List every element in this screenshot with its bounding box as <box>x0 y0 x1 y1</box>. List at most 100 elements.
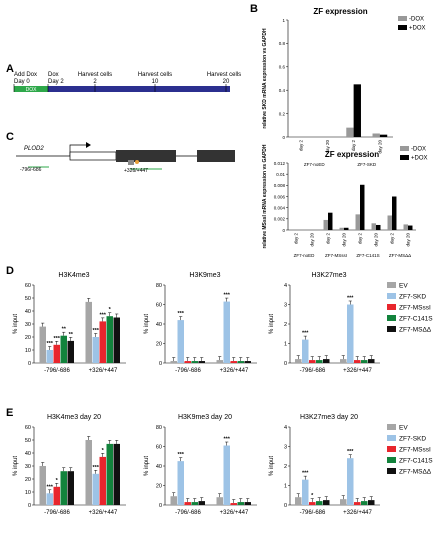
legend-swatch <box>400 146 409 151</box>
bar <box>237 361 244 363</box>
significance-label: *** <box>302 471 309 477</box>
x-tick-label: -796/-686 <box>175 368 201 374</box>
y-tick-label: 10 <box>25 348 31 354</box>
y-tick-label: 0 <box>282 135 285 140</box>
y-tick-label: 50 <box>25 296 31 302</box>
bar <box>353 84 361 137</box>
legend-label: ZF7-MSssI <box>399 305 431 312</box>
x-tick-label: day 20 <box>406 233 411 247</box>
bar <box>346 127 354 137</box>
y-tick-label: 60 <box>156 445 162 451</box>
y-tick-label: 80 <box>156 425 162 431</box>
legend-label: +DOX <box>411 156 428 162</box>
y-tick-label: 50 <box>25 438 31 444</box>
significance-label: * <box>56 478 59 484</box>
legend-label: EV <box>399 425 408 432</box>
bar <box>360 184 365 230</box>
significance-label: *** <box>178 311 185 317</box>
timeline-label-3b: 2 <box>93 79 97 85</box>
x-tick-label: day 2 <box>299 140 304 152</box>
bar <box>184 502 191 505</box>
legend-label: +DOX <box>409 26 426 32</box>
bar <box>113 317 120 363</box>
legend-label: ZF7-MSssI <box>399 447 431 454</box>
bar <box>216 497 223 505</box>
exon1-utr <box>69 151 117 161</box>
y-tick-label: 0 <box>159 361 162 367</box>
bar <box>223 445 230 505</box>
significance-label: *** <box>93 465 100 471</box>
bar <box>106 316 113 363</box>
y-tick-label: 20 <box>156 342 162 348</box>
bar <box>99 456 106 505</box>
y-tick-label: 20 <box>156 484 162 490</box>
bar <box>60 471 67 505</box>
bar <box>244 361 251 363</box>
x-tick-label: +326/+447 <box>343 368 372 374</box>
timeline-label-4a: Harvest cells <box>138 72 172 78</box>
group-label: ZF7-noED <box>294 253 316 258</box>
dox-treatment-bar <box>48 86 230 92</box>
y-tick-label: 0.6 <box>279 65 286 70</box>
legend-label: ZF7-SKD <box>399 436 426 443</box>
y-tick-label: 2 <box>284 322 287 328</box>
y-tick-label: 1 <box>284 342 287 348</box>
y-tick-label: 60 <box>156 303 162 309</box>
bar <box>354 502 361 505</box>
bar <box>67 471 74 505</box>
bar <box>295 359 302 363</box>
gene-name: PLOD2 <box>24 146 44 152</box>
y-axis-label: % input <box>13 314 19 334</box>
bar <box>230 503 237 505</box>
bar <box>347 458 354 505</box>
bar <box>371 223 376 230</box>
bar <box>198 361 205 363</box>
amplicon-2-label: +326/+447 <box>124 168 148 174</box>
bar <box>244 502 251 505</box>
bar <box>113 443 120 505</box>
x-tick-label: day 2 <box>294 233 299 245</box>
legend-label: ZF7-C141S <box>399 316 433 323</box>
legend-swatch <box>387 315 396 321</box>
bar <box>302 479 309 505</box>
legend-swatch <box>387 326 396 332</box>
y-tick-label: 0.012 <box>274 161 286 166</box>
x-tick-label: +326/+447 <box>220 510 249 516</box>
significance-label: * <box>102 448 105 454</box>
timeline-label-5b: 20 <box>223 79 230 85</box>
legend-swatch <box>387 282 396 288</box>
bar <box>177 320 184 363</box>
x-tick-label: day 20 <box>377 140 382 154</box>
bar <box>85 301 92 363</box>
bar <box>92 337 99 363</box>
y-tick-label: 40 <box>25 451 31 457</box>
legend-swatch <box>387 468 396 474</box>
amplicon-1-label: -796/-686 <box>20 167 42 173</box>
x-tick-label: day 2 <box>390 233 395 245</box>
y-axis-label: % input <box>269 456 275 476</box>
bar <box>372 133 380 137</box>
bar <box>191 502 198 505</box>
chart-title: H3K27me3 <box>311 272 346 279</box>
zf-site-dot <box>135 160 139 164</box>
bar <box>376 224 381 230</box>
bar <box>177 461 184 505</box>
significance-label: *** <box>302 331 309 337</box>
y-tick-label: 4 <box>284 425 287 431</box>
bar <box>323 219 328 230</box>
significance-label: *** <box>47 484 54 490</box>
bar <box>53 344 60 363</box>
bar <box>347 304 354 363</box>
bar <box>340 359 347 363</box>
x-tick-label: +326/+447 <box>220 368 249 374</box>
significance-label: *** <box>100 312 107 318</box>
exon1-coding <box>116 150 176 162</box>
y-tick-label: 80 <box>156 283 162 289</box>
y-tick-label: 40 <box>156 464 162 470</box>
significance-label: *** <box>93 328 100 334</box>
group-label: ZF7-noED <box>304 162 326 167</box>
significance-label: *** <box>224 437 231 443</box>
bar <box>392 196 397 230</box>
y-tick-label: 0.006 <box>274 194 286 199</box>
